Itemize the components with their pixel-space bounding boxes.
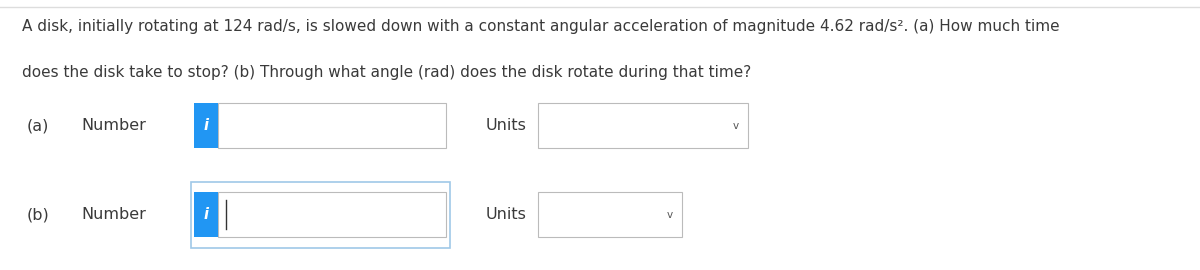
- Text: v: v: [666, 210, 673, 220]
- FancyBboxPatch shape: [218, 103, 446, 148]
- Text: v: v: [732, 120, 739, 131]
- Text: i: i: [204, 207, 209, 222]
- FancyBboxPatch shape: [538, 192, 682, 237]
- Text: i: i: [204, 118, 209, 133]
- Text: A disk, initially rotating at 124 rad/s, is slowed down with a constant angular : A disk, initially rotating at 124 rad/s,…: [22, 19, 1060, 34]
- Text: Units: Units: [486, 118, 527, 133]
- FancyBboxPatch shape: [538, 103, 748, 148]
- Text: Number: Number: [82, 207, 146, 222]
- FancyBboxPatch shape: [194, 192, 218, 237]
- Text: (b): (b): [26, 207, 49, 222]
- Text: Units: Units: [486, 207, 527, 222]
- FancyBboxPatch shape: [218, 192, 446, 237]
- Text: does the disk take to stop? (b) Through what angle (rad) does the disk rotate du: does the disk take to stop? (b) Through …: [22, 65, 751, 80]
- Text: Number: Number: [82, 118, 146, 133]
- FancyBboxPatch shape: [194, 103, 218, 148]
- Text: (a): (a): [26, 118, 49, 133]
